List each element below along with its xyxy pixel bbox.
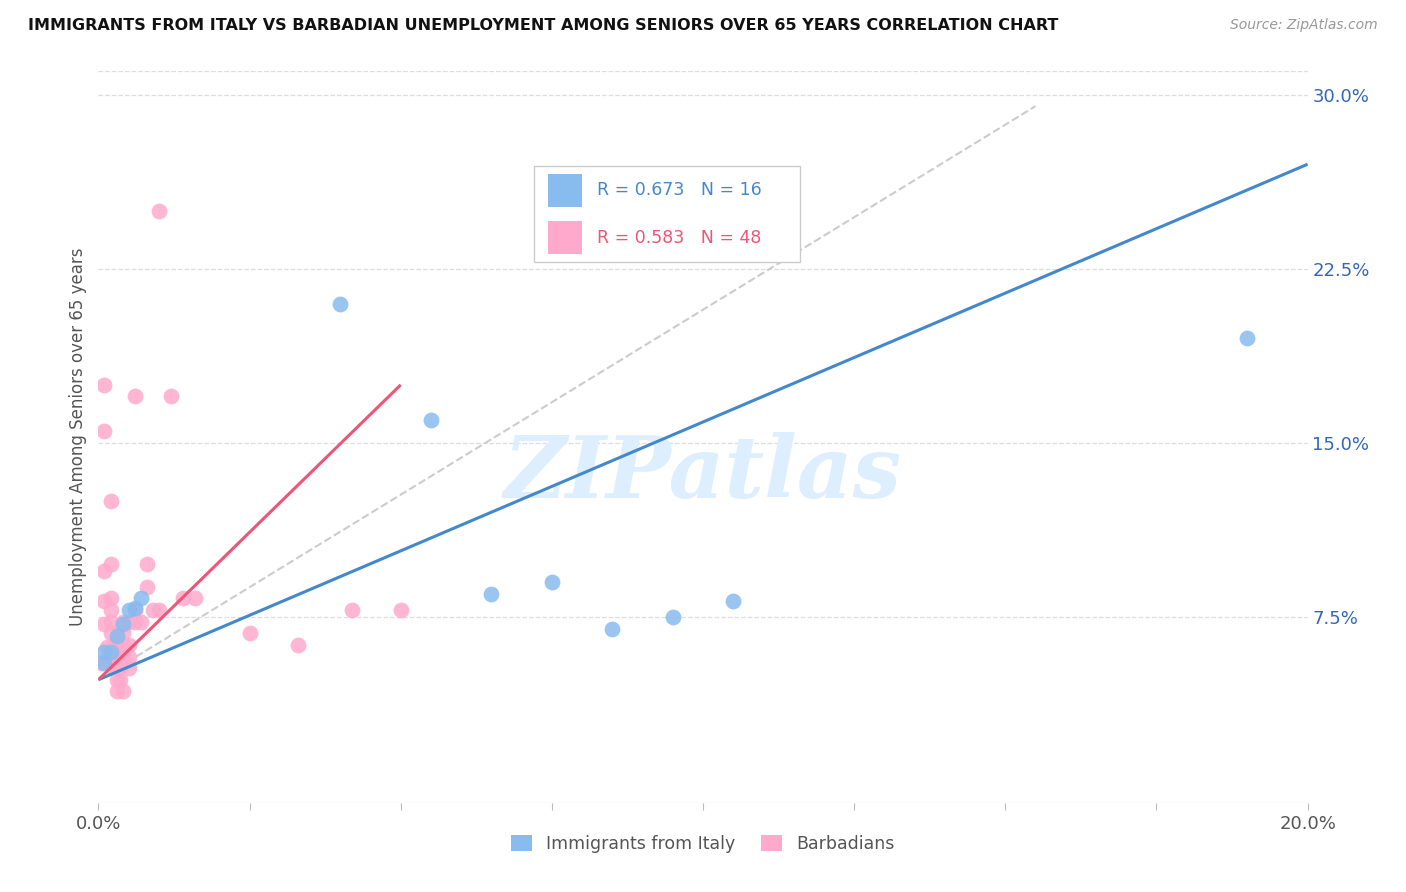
Point <box>118 603 141 617</box>
Text: IMMIGRANTS FROM ITALY VS BARBADIAN UNEMPLOYMENT AMONG SENIORS OVER 65 YEARS CORR: IMMIGRANTS FROM ITALY VS BARBADIAN UNEMP… <box>28 18 1059 33</box>
Point <box>111 615 134 629</box>
Point <box>111 684 134 698</box>
Point <box>172 591 194 606</box>
Point <box>723 594 745 608</box>
Point <box>100 603 122 617</box>
Point <box>602 622 624 636</box>
Point <box>420 412 443 426</box>
Point <box>142 603 165 617</box>
Point <box>108 673 131 687</box>
Point <box>124 603 146 617</box>
Point <box>93 594 115 608</box>
Point <box>105 684 128 698</box>
Point <box>148 603 170 617</box>
Point <box>124 600 146 615</box>
Point <box>124 615 146 629</box>
Point <box>96 640 118 655</box>
Point <box>93 377 115 392</box>
FancyBboxPatch shape <box>534 167 800 261</box>
Point <box>100 626 122 640</box>
Point <box>111 626 134 640</box>
Point <box>105 638 128 652</box>
Point <box>118 661 141 675</box>
Legend: Immigrants from Italy, Barbadians: Immigrants from Italy, Barbadians <box>505 828 901 860</box>
Point <box>108 661 131 675</box>
Point <box>160 389 183 403</box>
Y-axis label: Unemployment Among Seniors over 65 years: Unemployment Among Seniors over 65 years <box>69 248 87 626</box>
Point <box>100 591 122 606</box>
Point <box>103 649 125 664</box>
Point <box>129 615 152 629</box>
Point <box>1236 331 1258 345</box>
Point <box>124 389 146 403</box>
Point <box>481 587 503 601</box>
Point <box>329 296 352 310</box>
Point <box>100 615 122 629</box>
Text: R = 0.673   N = 16: R = 0.673 N = 16 <box>596 181 761 199</box>
Point <box>135 557 157 571</box>
Point <box>239 626 262 640</box>
Point <box>111 638 134 652</box>
Point <box>389 603 412 617</box>
Point <box>135 580 157 594</box>
Point <box>118 615 141 629</box>
Point <box>93 617 115 632</box>
Point <box>111 649 134 664</box>
Text: ZIPatlas: ZIPatlas <box>503 432 903 516</box>
Point <box>93 424 115 438</box>
Point <box>342 603 364 617</box>
Point <box>148 203 170 218</box>
Point <box>105 661 128 675</box>
Point <box>118 649 141 664</box>
Point <box>93 645 115 659</box>
Point <box>105 629 128 643</box>
Point <box>184 591 207 606</box>
Point <box>96 652 118 666</box>
Point <box>90 657 112 671</box>
Point <box>100 494 122 508</box>
Text: R = 0.583   N = 48: R = 0.583 N = 48 <box>596 228 761 247</box>
Point <box>129 591 152 606</box>
Point <box>93 564 115 578</box>
Bar <box>548 174 582 207</box>
Text: Source: ZipAtlas.com: Source: ZipAtlas.com <box>1230 18 1378 32</box>
Point <box>100 645 122 659</box>
Bar <box>548 221 582 254</box>
Point <box>105 673 128 687</box>
Point <box>118 638 141 652</box>
Point <box>93 657 115 671</box>
Point <box>540 575 562 590</box>
Point <box>111 617 134 632</box>
Point <box>100 557 122 571</box>
Point <box>103 638 125 652</box>
Point <box>287 638 309 652</box>
Point <box>105 649 128 664</box>
Point <box>661 610 683 624</box>
